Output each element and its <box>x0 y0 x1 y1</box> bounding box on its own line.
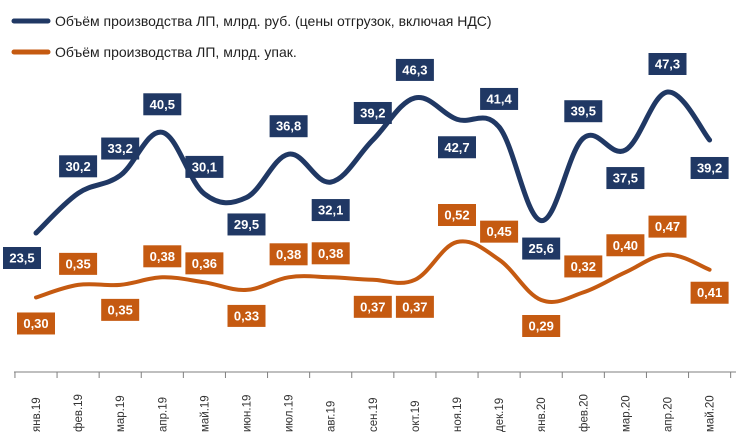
svg-text:39,2: 39,2 <box>697 160 722 175</box>
x-tick-label: май.20 <box>705 395 717 432</box>
series-lines <box>33 89 713 304</box>
data-label-s1-3: 40,5 <box>143 93 182 116</box>
svg-text:0,33: 0,33 <box>234 308 259 323</box>
data-label-s2-9: 0,37 <box>395 295 434 318</box>
svg-text:25,6: 25,6 <box>529 241 554 256</box>
x-tick-label: фев.19 <box>73 394 85 432</box>
data-label-s1-12: 25,6 <box>522 237 561 260</box>
x-axis: янв.19 фев.19 мар.19 апр.19 май.19 июн.19 июл.… <box>14 371 736 433</box>
x-tick-label: сен.19 <box>368 398 380 432</box>
data-label-s2-14: 0,40 <box>606 234 645 257</box>
data-label-s2-8: 0,37 <box>353 295 392 318</box>
svg-text:46,3: 46,3 <box>402 62 427 77</box>
data-label-s2-2: 0,35 <box>101 298 140 321</box>
x-tick-label: май.19 <box>199 395 211 432</box>
data-label-s2-13: 0,32 <box>564 255 603 278</box>
svg-text:0,45: 0,45 <box>486 224 511 239</box>
svg-text:0,35: 0,35 <box>108 302 133 317</box>
x-tick-label: авг.19 <box>326 401 338 432</box>
data-label-s1-10: 42,7 <box>438 136 476 159</box>
svg-text:0,32: 0,32 <box>571 259 596 274</box>
svg-text:0,36: 0,36 <box>192 256 217 271</box>
svg-text:30,2: 30,2 <box>65 159 90 174</box>
svg-text:0,40: 0,40 <box>613 238 638 253</box>
data-label-s2-0: 0,30 <box>17 312 55 335</box>
svg-text:0,38: 0,38 <box>150 249 175 264</box>
x-tick-label: апр.20 <box>663 397 675 432</box>
data-label-s1-8: 39,2 <box>353 101 392 124</box>
data-label-s2-15: 0,47 <box>648 215 687 238</box>
data-label-s2-4: 0,36 <box>185 252 224 275</box>
data-label-s2-10: 0,52 <box>438 204 476 226</box>
x-tick-label: мар.19 <box>115 395 127 432</box>
svg-text:23,5: 23,5 <box>9 251 34 266</box>
x-tick-label: мар.20 <box>620 395 632 432</box>
svg-text:39,2: 39,2 <box>360 105 385 120</box>
x-tick-label: окт.19 <box>410 400 422 432</box>
svg-text:0,37: 0,37 <box>402 299 427 314</box>
svg-text:36,8: 36,8 <box>276 119 301 134</box>
x-tick-label: апр.19 <box>157 397 169 432</box>
data-label-s1-9: 46,3 <box>395 58 434 81</box>
svg-text:32,1: 32,1 <box>318 203 343 218</box>
series-line-2 <box>34 239 712 304</box>
svg-text:40,5: 40,5 <box>150 97 175 112</box>
x-tick-label: июл.19 <box>284 395 296 433</box>
data-label-s1-16: 39,2 <box>690 156 729 179</box>
data-label-s1-4: 30,1 <box>185 155 224 178</box>
x-tick-label: ноя.19 <box>452 397 464 432</box>
x-tick-label: янв.19 <box>31 397 43 432</box>
data-label-s1-1: 30,2 <box>59 155 98 178</box>
data-label-s1-0: 23,5 <box>3 247 41 269</box>
svg-text:0,47: 0,47 <box>655 219 680 234</box>
svg-text:30,1: 30,1 <box>192 159 217 174</box>
x-tick-label: дек.19 <box>494 398 506 432</box>
svg-text:0,35: 0,35 <box>65 256 90 271</box>
data-label-s1-2: 33,2 <box>101 137 140 160</box>
svg-text:0,41: 0,41 <box>697 285 722 300</box>
data-label-s1-11: 41,4 <box>480 87 519 110</box>
data-label-s2-11: 0,45 <box>480 220 519 243</box>
legend-label-1: Объём производства ЛП, млрд. руб. (цены … <box>55 13 492 29</box>
data-label-s2-6: 0,38 <box>269 243 308 266</box>
data-label-s1-7: 32,1 <box>311 199 350 222</box>
svg-text:29,5: 29,5 <box>234 217 259 232</box>
data-label-s1-5: 29,5 <box>227 213 266 236</box>
svg-text:0,37: 0,37 <box>360 299 385 314</box>
data-label-s2-5: 0,33 <box>227 304 266 327</box>
svg-text:33,2: 33,2 <box>108 141 133 156</box>
svg-text:39,5: 39,5 <box>571 104 596 119</box>
x-tick-label: янв.20 <box>536 397 548 432</box>
data-label-s1-15: 47,3 <box>648 53 687 75</box>
svg-text:41,4: 41,4 <box>486 91 512 106</box>
svg-text:42,7: 42,7 <box>444 140 469 155</box>
x-tick-label: июн.19 <box>242 395 254 432</box>
data-label-s2-16: 0,41 <box>690 281 729 304</box>
data-label-s2-1: 0,35 <box>59 252 98 275</box>
data-label-s1-6: 36,8 <box>269 115 308 138</box>
series-line-1 <box>33 89 713 236</box>
legend-label-2: Объём производства ЛП, млрд. упак. <box>55 44 297 60</box>
svg-text:37,5: 37,5 <box>613 171 638 186</box>
svg-text:0,38: 0,38 <box>276 247 301 262</box>
svg-text:0,52: 0,52 <box>444 208 469 223</box>
data-labels: 23,5 30,2 33,2 40,5 30,1 29,5 36,8 32,1 39,2 46,3… <box>3 53 729 337</box>
data-label-s2-12: 0,29 <box>522 315 561 337</box>
svg-text:0,38: 0,38 <box>318 246 343 261</box>
svg-text:47,3: 47,3 <box>655 57 680 72</box>
data-label-s1-13: 39,5 <box>564 100 603 123</box>
data-label-s2-3: 0,38 <box>143 245 182 268</box>
data-label-s1-14: 37,5 <box>606 167 645 190</box>
data-label-s2-7: 0,38 <box>311 242 350 265</box>
x-tick-label: фев.20 <box>578 394 590 432</box>
legend: Объём производства ЛП, млрд. руб. (цены … <box>11 13 492 60</box>
svg-text:0,29: 0,29 <box>529 319 554 334</box>
svg-text:0,30: 0,30 <box>23 316 48 331</box>
